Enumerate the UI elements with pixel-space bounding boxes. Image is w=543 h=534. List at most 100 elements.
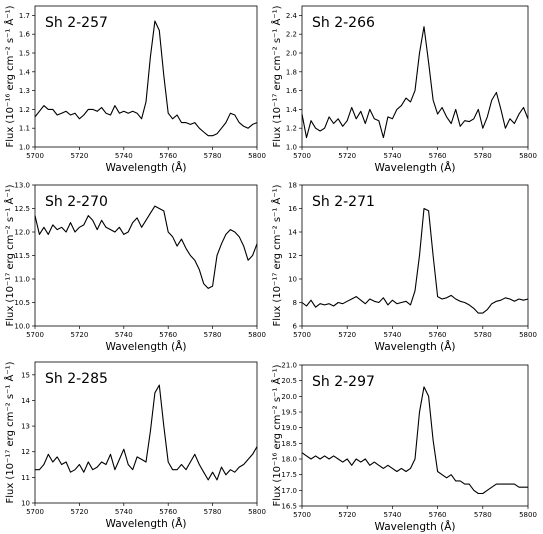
y-axis-label: Flux (10⁻¹⁶ erg cm⁻² s⁻¹ Å⁻¹) — [270, 364, 283, 506]
y-tick-label: 15 — [21, 371, 30, 379]
y-tick-label: 10 — [21, 500, 30, 508]
x-tick-label: 5760 — [429, 331, 447, 339]
x-tick-label: 5760 — [159, 152, 177, 160]
x-tick-label: 5780 — [204, 152, 222, 160]
x-tick-label: 5740 — [115, 331, 133, 339]
y-axis-label: Flux (10⁻¹⁷ erg cm⁻² s⁻¹ Å⁻¹) — [270, 5, 283, 147]
spectrum-line — [301, 26, 529, 139]
x-axis-label: Wavelength (Å) — [105, 517, 186, 530]
x-tick-label: 5700 — [26, 331, 44, 339]
y-tick-label: 1.0 — [19, 144, 30, 152]
x-tick-label: 5700 — [26, 508, 44, 516]
y-tick-label: 13.0 — [14, 182, 30, 190]
spectrum-line — [301, 386, 528, 495]
x-tick-label: 5740 — [383, 511, 401, 519]
y-tick-label: 10 — [288, 276, 297, 284]
spectrum-line — [301, 207, 529, 314]
y-tick-label: 1.6 — [286, 87, 298, 95]
y-tick-label: 18.0 — [281, 456, 297, 464]
x-tick-label: 5760 — [159, 508, 177, 516]
x-tick-label: 5720 — [338, 511, 356, 519]
x-tick-label: 5800 — [248, 331, 266, 339]
panel-2: 5700 5720 5740 5760 5780 5800 1.0 1.2 1.4 1.6 1.8 2… — [270, 5, 537, 174]
y-tick-label: 1.6 — [19, 31, 31, 39]
y-tick-label: 1.7 — [19, 12, 30, 20]
y-tick-label: 19.0 — [281, 424, 297, 432]
y-tick-label: 6 — [293, 323, 298, 331]
panel-title: Sh 2-285 — [45, 371, 108, 387]
spectrum-line — [34, 20, 258, 137]
y-tick-label: 2.2 — [286, 31, 297, 39]
x-tick-label: 5780 — [204, 508, 222, 516]
y-tick-label: 10.5 — [14, 299, 30, 307]
y-tick-label: 18.5 — [281, 440, 297, 448]
panel-title: Sh 2-297 — [312, 374, 375, 390]
x-tick-label: 5780 — [474, 511, 492, 519]
y-axis-label: Flux (10⁻¹⁶ erg cm⁻² s⁻¹ Å⁻¹) — [3, 5, 16, 147]
x-axis-label: Wavelength (Å) — [374, 520, 455, 533]
y-tick-label: 2.4 — [286, 12, 298, 20]
x-tick-label: 5780 — [204, 331, 222, 339]
y-tick-label: 12.0 — [14, 229, 30, 237]
x-tick-label: 5800 — [248, 508, 266, 516]
x-tick-label: 5760 — [429, 152, 447, 160]
y-tick-label: 13 — [21, 423, 30, 431]
x-tick-label: 5800 — [248, 152, 266, 160]
x-tick-label: 5720 — [70, 331, 88, 339]
panel-6: 5700 5720 5740 5760 5780 5800 16.5 17.0 17.5 18.0… — [270, 362, 537, 534]
x-axis-label: Wavelength (Å) — [105, 161, 186, 174]
plot-frame — [301, 5, 529, 148]
y-tick-label: 8 — [293, 299, 297, 307]
x-axis-label: Wavelength (Å) — [374, 340, 455, 353]
x-tick-label: 5720 — [70, 152, 88, 160]
y-tick-label: 1.2 — [19, 106, 30, 114]
panel-5: 5700 5720 5740 5760 5780 5800 10 11 12 13 14 15 Sh 2… — [3, 361, 266, 530]
plot-frame — [34, 361, 258, 504]
y-tick-label: 20.0 — [281, 393, 297, 401]
y-tick-label: 20.5 — [281, 377, 297, 385]
panel-title: Sh 2-270 — [45, 194, 108, 210]
y-tick-label: 1.8 — [286, 68, 297, 76]
x-tick-label: 5700 — [293, 152, 311, 160]
y-axis-label: Flux (10⁻¹⁷ erg cm⁻² s⁻¹ Å⁻¹) — [3, 361, 16, 503]
y-tick-label: 11.5 — [14, 252, 30, 260]
y-tick-label: 1.1 — [19, 125, 30, 133]
x-tick-label: 5740 — [115, 508, 133, 516]
plot-frame — [34, 5, 258, 148]
x-axis-label: Wavelength (Å) — [374, 161, 455, 174]
y-tick-label: 1.5 — [19, 50, 30, 58]
x-tick-label: 5780 — [474, 331, 492, 339]
y-tick-label: 19.5 — [281, 409, 297, 417]
y-tick-label: 18 — [288, 182, 297, 190]
x-tick-label: 5780 — [474, 152, 492, 160]
x-tick-label: 5760 — [429, 511, 447, 519]
spectrum-line — [34, 205, 258, 289]
x-axis-label: Wavelength (Å) — [105, 340, 186, 353]
y-tick-label: 1.2 — [286, 125, 297, 133]
y-tick-label: 12.5 — [14, 205, 30, 213]
x-tick-label: 5720 — [338, 152, 356, 160]
plot-frame — [301, 364, 529, 507]
panel-3: 5700 5720 5740 5760 5780 5800 10.0 10.5 11.0 11.5… — [3, 182, 266, 354]
y-tick-label: 12 — [288, 252, 297, 260]
y-tick-label: 16.5 — [281, 503, 297, 511]
x-tick-label: 5740 — [383, 152, 401, 160]
x-tick-label: 5700 — [293, 511, 311, 519]
x-tick-label: 5800 — [519, 152, 537, 160]
x-tick-label: 5800 — [519, 511, 537, 519]
y-tick-label: 11 — [21, 474, 30, 482]
y-tick-label: 11.0 — [14, 276, 30, 284]
y-tick-label: 1.0 — [286, 144, 297, 152]
panel-4: 5700 5720 5740 5760 5780 5800 6 8 10 12 14 16 18 Sh 2… — [270, 182, 537, 354]
x-tick-label: 5720 — [70, 508, 88, 516]
y-tick-label: 2.0 — [286, 50, 297, 58]
y-tick-label: 10.0 — [14, 323, 30, 331]
x-tick-label: 5700 — [293, 331, 311, 339]
x-tick-label: 5740 — [115, 152, 133, 160]
y-tick-label: 14 — [21, 397, 30, 405]
x-tick-label: 5760 — [159, 331, 177, 339]
panel-title: Sh 2-257 — [45, 15, 108, 31]
panel-1: 5700 5720 5740 5760 5780 5800 1.0 1.1 1.2 1.3 1.4 1… — [3, 5, 266, 174]
x-tick-label: 5700 — [26, 152, 44, 160]
